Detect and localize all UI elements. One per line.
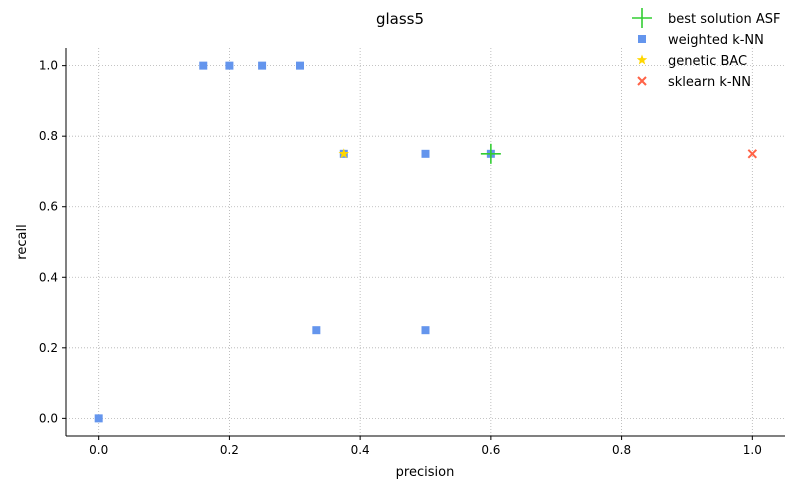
weighted-k-nn-point (199, 61, 208, 70)
sklearn-k-nn-point (747, 149, 758, 159)
legend-label-weighted-k-nn: weighted k-NN (668, 33, 764, 48)
x-tick-label: 0.6 (481, 443, 500, 457)
ticks: 0.0 0.2 0.4 0.6 0.8 1.0 0.0 0.2 0.4 0.6 0.8 1.0 (39, 59, 762, 457)
weighted-k-nn-point (225, 61, 234, 70)
y-tick-label: 0.4 (39, 270, 58, 284)
y-tick-label: 0.0 (39, 411, 58, 425)
best-solution-asf-point (480, 143, 501, 164)
y-axis-label: recall (15, 224, 30, 259)
x-axis-label: precision (396, 465, 455, 480)
weighted-k-nn-point (94, 414, 103, 423)
legend-label-genetic-bac: genetic BAC (668, 54, 747, 69)
weighted-k-nn-point (421, 149, 430, 158)
x-tick-label: 0.2 (220, 443, 239, 457)
legend-marker-best-solution-asf (632, 8, 652, 28)
legend: best solution ASF weighted k-NN genetic BA… (632, 8, 781, 90)
weighted-k-nn-point (421, 326, 430, 335)
x-tick-label: 0.8 (612, 443, 631, 457)
legend-marker-genetic-bac (636, 54, 648, 65)
data-points (94, 61, 758, 423)
legend-label-sklearn-k-nn: sklearn k-NN (668, 75, 751, 90)
legend-marker-weighted-k-nn (638, 35, 646, 43)
x-tick-label: 1.0 (743, 443, 762, 457)
y-tick-label: 0.2 (39, 341, 58, 355)
y-tick-label: 0.8 (39, 129, 58, 143)
genetic-bac-point (338, 148, 350, 159)
legend-marker-sklearn-k-nn (637, 76, 647, 86)
x-tick-label: 0.0 (89, 443, 108, 457)
axes (65, 48, 785, 437)
legend-label-best-solution-asf: best solution ASF (668, 12, 781, 27)
weighted-k-nn-point (258, 61, 267, 70)
grid (66, 48, 785, 436)
chart-title: glass5 (376, 10, 424, 28)
weighted-k-nn-point (312, 326, 321, 335)
y-tick-label: 0.6 (39, 200, 58, 214)
legend-marker-sklearn-k-nn-b (637, 76, 647, 86)
weighted-k-nn-point (296, 61, 305, 70)
y-tick-label: 1.0 (39, 59, 58, 73)
x-tick-label: 0.4 (351, 443, 370, 457)
sklearn-k-nn-point-b (747, 149, 758, 159)
